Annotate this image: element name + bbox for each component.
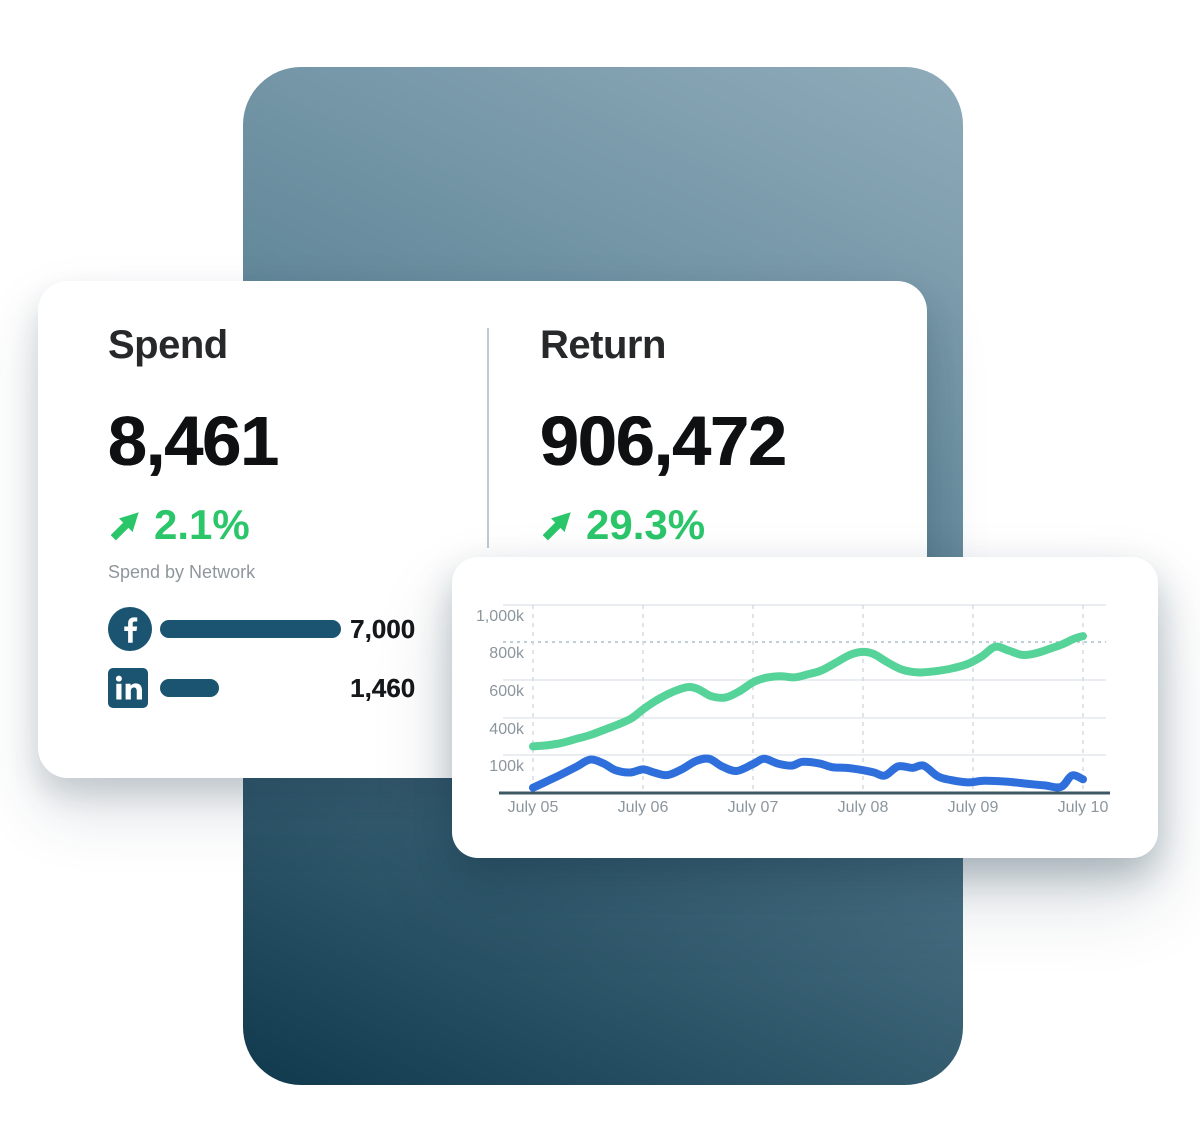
facebook-spend-value: 7,000	[350, 613, 416, 644]
facebook-bar-track	[160, 620, 341, 638]
performance-line-chart: 1,000k 800k 600k 400k 100k July 05 July 06 July…	[476, 604, 1110, 816]
stats-card: Spend 8,461 2.1% Spend by Network	[38, 281, 927, 778]
spend-change-percent: 2.1%	[154, 501, 250, 548]
y-axis-label: 600k	[489, 683, 525, 700]
spend-series-line	[529, 754, 1087, 792]
return-heading: Return	[540, 323, 666, 367]
vertical-divider	[487, 328, 489, 548]
trend-up-arrow-icon	[542, 512, 571, 541]
linkedin-icon	[108, 668, 160, 708]
linkedin-spend-value: 1,460	[350, 672, 416, 703]
chart-card: 1,000k 800k 600k 400k 100k July 05 July 06 July…	[452, 557, 1158, 858]
trend-up-arrow-icon	[110, 512, 139, 541]
facebook-spend-bar	[160, 620, 341, 638]
y-axis-label: 1,000k	[476, 608, 525, 625]
linkedin-bar-track	[160, 679, 341, 697]
linkedin-spend-bar	[160, 679, 219, 697]
x-axis-label: July 09	[948, 799, 999, 816]
y-axis-label: 400k	[489, 721, 525, 738]
return-series-line	[529, 632, 1087, 751]
spend-value: 8,461	[108, 402, 279, 480]
x-axis-label: July 08	[838, 799, 889, 816]
return-change-percent: 29.3%	[586, 501, 706, 548]
x-axis-label: July 10	[1058, 799, 1109, 816]
spend-heading: Spend	[108, 323, 228, 367]
facebook-icon	[108, 607, 160, 651]
network-row-linkedin: 1,460	[108, 668, 415, 708]
y-axis-label: 100k	[489, 758, 525, 775]
network-row-facebook: 7,000	[108, 607, 415, 651]
spend-by-network-label: Spend by Network	[108, 562, 256, 582]
spend-trend: 2.1%	[108, 501, 250, 548]
x-axis-label: July 07	[728, 799, 779, 816]
y-axis-label: 800k	[489, 645, 525, 662]
return-trend: 29.3%	[540, 501, 706, 548]
x-axis-label: July 06	[618, 799, 669, 816]
return-value: 906,472	[540, 402, 787, 480]
x-axis-label: July 05	[508, 799, 559, 816]
